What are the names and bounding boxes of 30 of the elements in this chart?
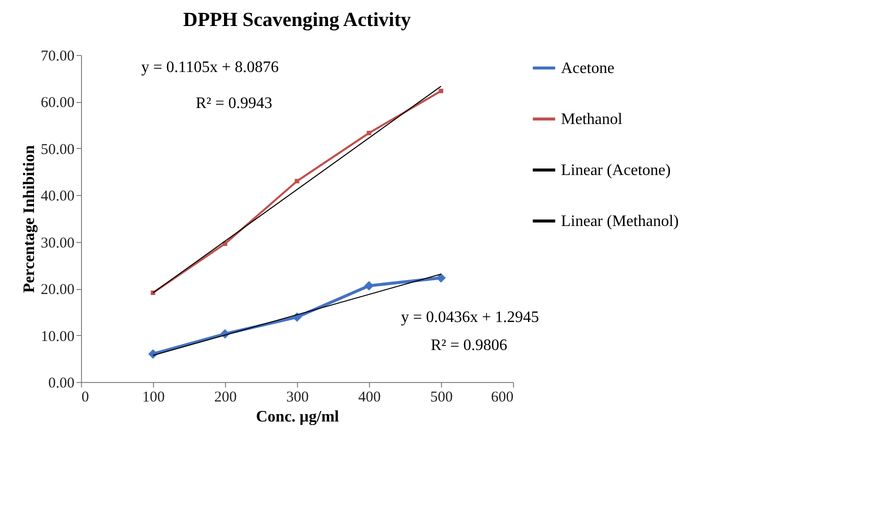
legend-label: Acetone — [561, 60, 614, 77]
point — [436, 273, 446, 283]
y-tick-label: 10.00 — [40, 328, 74, 345]
annotation: y = 0.0436x + 1.2945 — [400, 309, 540, 326]
x-tick-label: 500 — [430, 390, 453, 406]
legend-label: Linear (Acetone) — [561, 162, 671, 179]
y-tick-label: 20.00 — [40, 282, 74, 298]
y-axis-title: Percentage Inhibition — [20, 145, 38, 293]
x-tick-label: 0 — [82, 390, 89, 406]
x-tick-label: 100 — [142, 390, 165, 406]
annotation: R² = 0.9806 — [430, 337, 508, 354]
y-tick-label: 40.00 — [40, 188, 74, 205]
y-tick-label: 50.00 — [40, 142, 74, 158]
point — [438, 88, 444, 94]
x-tick-label: 300 — [286, 390, 309, 406]
y-tick-label: 0.00 — [48, 376, 74, 392]
x-tick-label: 200 — [214, 390, 237, 406]
chart-title: DPPH Scavenging Activity — [183, 9, 411, 31]
x-tick-label: 400 — [358, 390, 381, 406]
annotation: y = 0.1105x + 8.0876 — [141, 59, 279, 76]
point — [294, 178, 300, 184]
annotation: R² = 0.9943 — [196, 95, 272, 112]
y-tick-label: 30.00 — [40, 235, 74, 252]
x-tick-label: 600 — [491, 390, 514, 406]
point — [364, 281, 374, 291]
y-tick-label: 60.00 — [40, 95, 74, 112]
x-axis-title: Conc. µg/ml — [256, 408, 340, 426]
y-tick-label: 70.00 — [40, 48, 74, 64]
legend-label: Linear (Methanol) — [561, 213, 679, 230]
legend-label: Methanol — [561, 111, 623, 128]
